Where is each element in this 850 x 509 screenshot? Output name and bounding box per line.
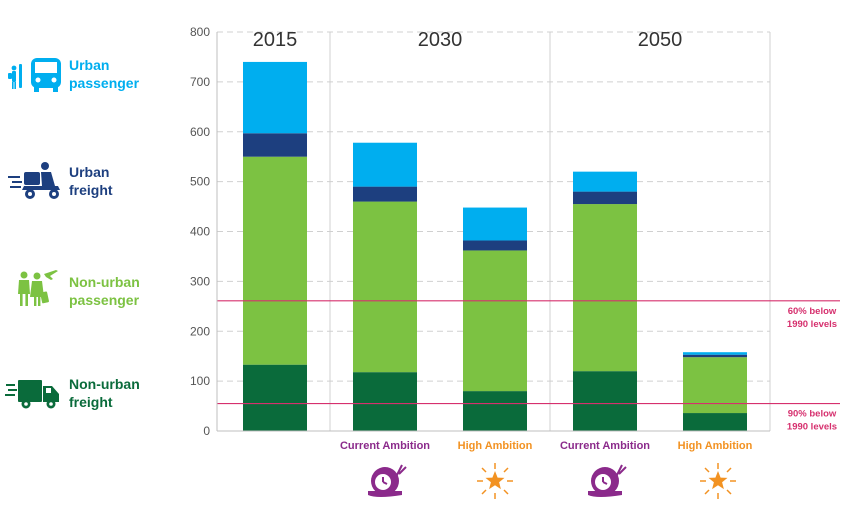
truck-icon <box>5 380 59 409</box>
gridlines <box>217 31 771 431</box>
legend-label-urban-freight: Urban freight <box>69 164 113 198</box>
y-tick-label: 400 <box>190 225 210 239</box>
bar-segment <box>463 207 527 241</box>
bar-segment <box>243 61 307 134</box>
bar-segment <box>353 372 417 431</box>
bars <box>243 61 747 431</box>
reference-line-label: 1990 levels <box>787 319 837 330</box>
bar-segment <box>353 142 417 187</box>
reference-line-label: 1990 levels <box>787 422 837 433</box>
star-burst-icon <box>477 463 513 499</box>
category-labels: Current Ambition High Ambition Current Amb… <box>340 440 753 452</box>
bar-segment <box>463 250 527 392</box>
legend-label-non-urban-freight: Non-urban freight <box>69 376 144 410</box>
reference-lines: 60% below 1990 levels 90% below 1990 levels <box>217 300 840 433</box>
bar-segment <box>463 391 527 431</box>
legend-label-non-urban-passenger: Non-urban passenger <box>69 274 144 308</box>
bar-segment <box>573 171 637 192</box>
legend: Urban passenger Urban freight <box>5 57 144 410</box>
legend-label-urban-passenger: Urban passenger <box>69 57 140 91</box>
y-tick-label: 700 <box>190 75 210 89</box>
y-axis: 0 100 200 300 400 500 600 700 800 <box>190 25 770 438</box>
category-label: High Ambition <box>678 440 753 452</box>
y-tick-label: 200 <box>190 324 210 338</box>
category-label: High Ambition <box>458 440 533 452</box>
star-burst-icon <box>700 463 736 499</box>
year-label: 2050 <box>638 29 683 51</box>
bar-segment <box>353 201 417 373</box>
y-tick-label: 0 <box>203 424 210 438</box>
y-tick-label: 300 <box>190 274 210 288</box>
bar-segment <box>353 186 417 202</box>
category-label: Current Ambition <box>340 440 430 452</box>
reference-line-label: 60% below <box>788 306 837 317</box>
bus-icon <box>8 58 61 92</box>
y-tick-label: 100 <box>190 374 210 388</box>
year-label: 2030 <box>418 29 463 51</box>
bar-segment <box>573 204 637 372</box>
reference-line-label: 90% below <box>788 409 837 420</box>
year-labels: 2015 2030 2050 <box>253 29 683 51</box>
snail-clock-icon <box>588 464 627 497</box>
category-label: Current Ambition <box>560 440 650 452</box>
bar-segment <box>683 357 747 414</box>
bar-segment <box>683 354 747 358</box>
bar-segment <box>683 413 747 431</box>
bar-segment <box>463 240 527 251</box>
y-tick-label: 800 <box>190 25 210 39</box>
bar-segment <box>243 364 307 431</box>
y-tick-label: 600 <box>190 125 210 139</box>
snail-clock-icon <box>368 464 407 497</box>
year-label: 2015 <box>253 29 298 51</box>
bar-segment <box>683 352 747 355</box>
bar-segment <box>243 133 307 157</box>
delivery-scooter-icon <box>8 162 60 199</box>
travelers-plane-icon <box>18 270 58 306</box>
bar-segment <box>573 371 637 431</box>
y-tick-label: 500 <box>190 175 210 189</box>
bar-segment <box>243 156 307 365</box>
bar-segment <box>573 191 637 205</box>
